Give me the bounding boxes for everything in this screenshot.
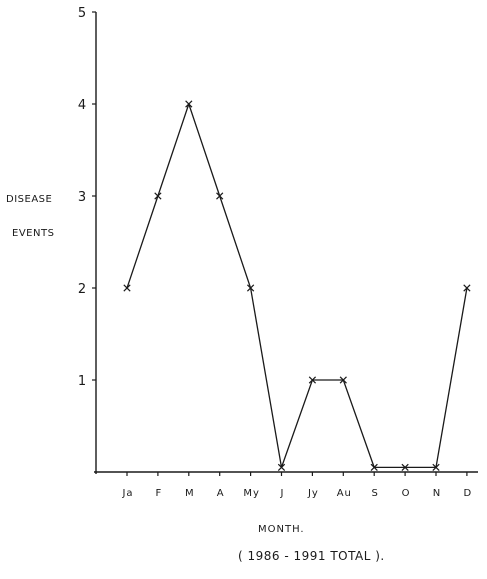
data-point: [308, 376, 317, 384]
data-point: [277, 463, 286, 472]
x-tick-label: M: [185, 488, 195, 499]
data-point: [463, 284, 471, 292]
data-point: [123, 284, 131, 292]
x-tick-label: Au: [337, 488, 352, 499]
period-note: ( 1986 - 1991 TOTAL ).: [238, 549, 385, 563]
y-ticks: 1 2 3 4 5: [78, 6, 96, 389]
data-point: [185, 100, 193, 108]
data-point: [154, 192, 162, 200]
data-point: [432, 463, 440, 472]
y-tick-label: 5: [78, 6, 86, 21]
series: [123, 100, 471, 472]
x-tick-label: My: [243, 488, 260, 499]
x-tick-label: A: [217, 488, 225, 499]
y-axis-label-line1: DISEASE: [6, 194, 52, 205]
y-tick-label: 3: [78, 190, 86, 205]
axes: [94, 12, 478, 474]
x-tick-label: N: [433, 488, 441, 499]
x-tick-label: D: [464, 488, 473, 499]
x-ticks: Ja F M A My J Jy Au S O N D: [121, 472, 473, 499]
data-point: [401, 463, 409, 472]
y-axis-label-line2: EVENTS: [12, 228, 54, 239]
series-line: [126, 103, 468, 469]
x-tick-label: S: [372, 488, 379, 499]
x-tick-label: O: [402, 488, 411, 499]
x-tick-label: Ja: [121, 488, 133, 499]
x-tick-label: J: [280, 488, 285, 499]
data-point: [216, 192, 224, 200]
data-point: [246, 284, 255, 292]
x-tick-label: Jy: [307, 488, 319, 499]
x-tick-label: F: [156, 488, 163, 499]
x-axis-label: MONTH.: [258, 524, 305, 535]
data-point: [370, 463, 378, 472]
y-tick-label: 4: [78, 98, 86, 113]
y-tick-label: 1: [78, 374, 86, 389]
y-tick-label: 2: [78, 282, 86, 297]
data-point: [339, 376, 347, 384]
